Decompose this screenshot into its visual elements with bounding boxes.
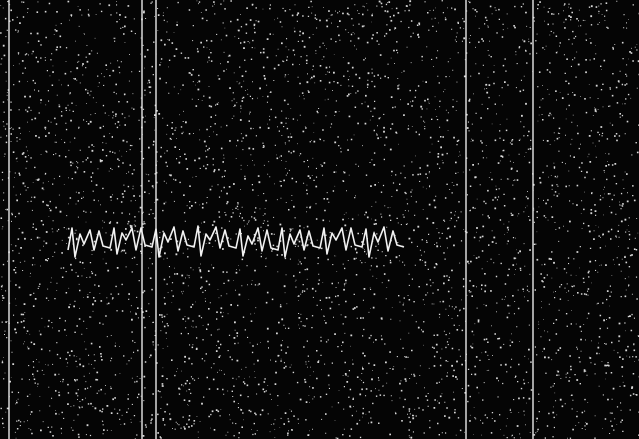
background <box>0 0 639 439</box>
page: (() => { JSON.parse(document.getElementB… <box>0 0 639 439</box>
scope-screen <box>0 0 639 439</box>
